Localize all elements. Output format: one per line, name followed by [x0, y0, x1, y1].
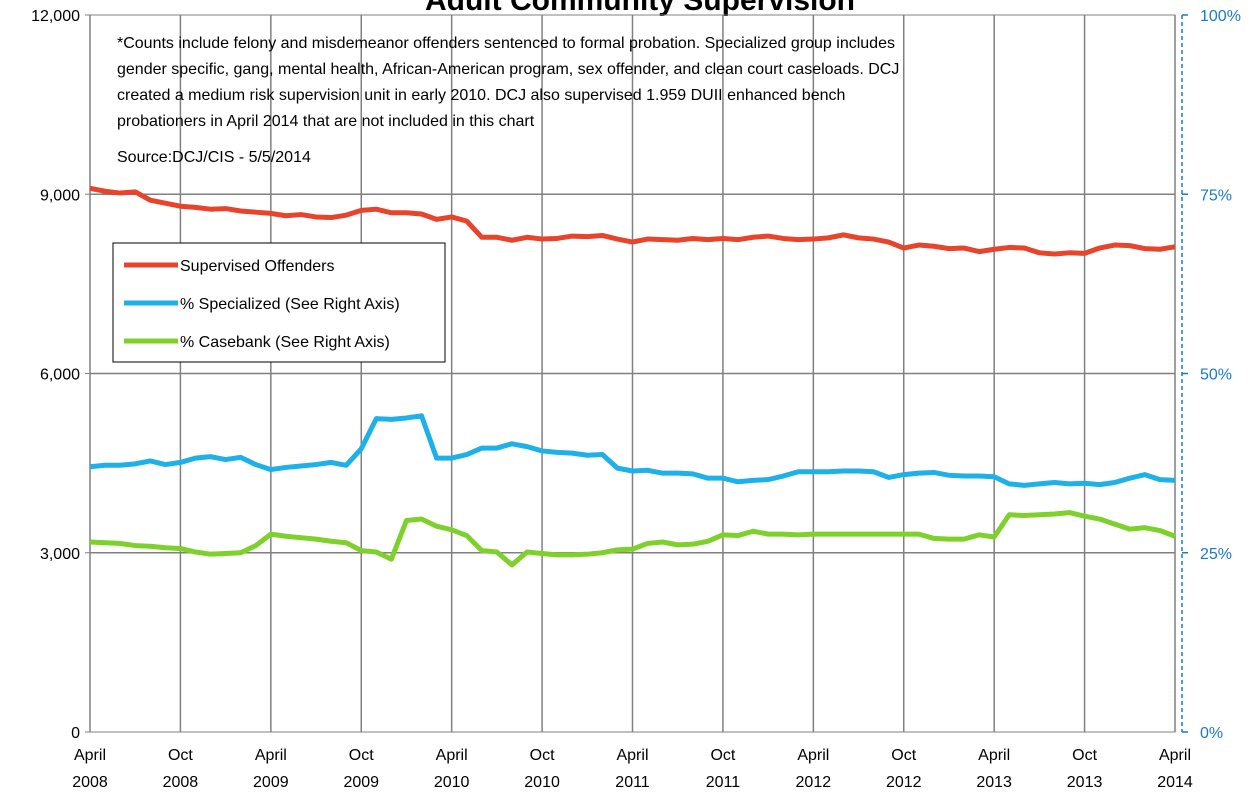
x-tick-label: Oct 2012: [885, 747, 922, 791]
x-tick-label: Oct 2011: [705, 747, 741, 791]
source: Source:DCJ/CIS - 5/5/2014: [117, 149, 311, 166]
x-tick-label: April 2014: [1157, 747, 1193, 791]
annotation: *Counts include felony and misdemeanor o…: [117, 35, 895, 52]
legend: Supervised Offenders % Specialized (See R…: [112, 242, 446, 363]
x-tick-label: Oct 2013: [1066, 747, 1103, 791]
annotation: gender specific, gang, mental health, Af…: [117, 61, 899, 78]
legend-label: % Casebank (See Right Axis): [180, 334, 390, 351]
legend-label: Supervised Offenders: [180, 258, 334, 275]
y2-tick-label: 100%: [1200, 8, 1241, 25]
series-line: [89, 510, 1176, 568]
annotation: created a medium risk supervision unit i…: [117, 87, 845, 104]
y-tick-label: 12,000: [31, 8, 80, 25]
y2-tick-label: 50%: [1200, 367, 1232, 384]
annotation: probationers in April 2014 that are not …: [117, 113, 535, 130]
x-tick-label: Oct 2008: [162, 747, 199, 791]
y2-tick-label: 0%: [1200, 725, 1223, 742]
y2-tick-label: 75%: [1200, 187, 1232, 204]
y-tick-label: 0: [71, 725, 80, 742]
series-line: [89, 185, 1176, 257]
x-tick-label: April 2012: [795, 747, 832, 791]
x-tick-label: Oct 2010: [524, 747, 560, 791]
y-tick-label: 9,000: [40, 187, 80, 204]
x-tick-label: April 2013: [976, 747, 1012, 791]
y2-tick-label: 25%: [1200, 546, 1232, 563]
x-tick-label: April 2010: [433, 747, 470, 791]
x-tick-label: April 2011: [615, 747, 650, 791]
chart-title: Adult Community Supervision: [425, 0, 855, 17]
x-tick-label: April 2008: [72, 747, 108, 791]
series-line: [89, 413, 1176, 488]
y-tick-label: 3,000: [40, 546, 80, 563]
x-tick-label: Oct 2009: [343, 747, 380, 791]
x-tick-label: April 2009: [253, 747, 289, 791]
y-tick-label: 6,000: [40, 367, 80, 384]
legend-label: % Specialized (See Right Axis): [180, 296, 400, 313]
